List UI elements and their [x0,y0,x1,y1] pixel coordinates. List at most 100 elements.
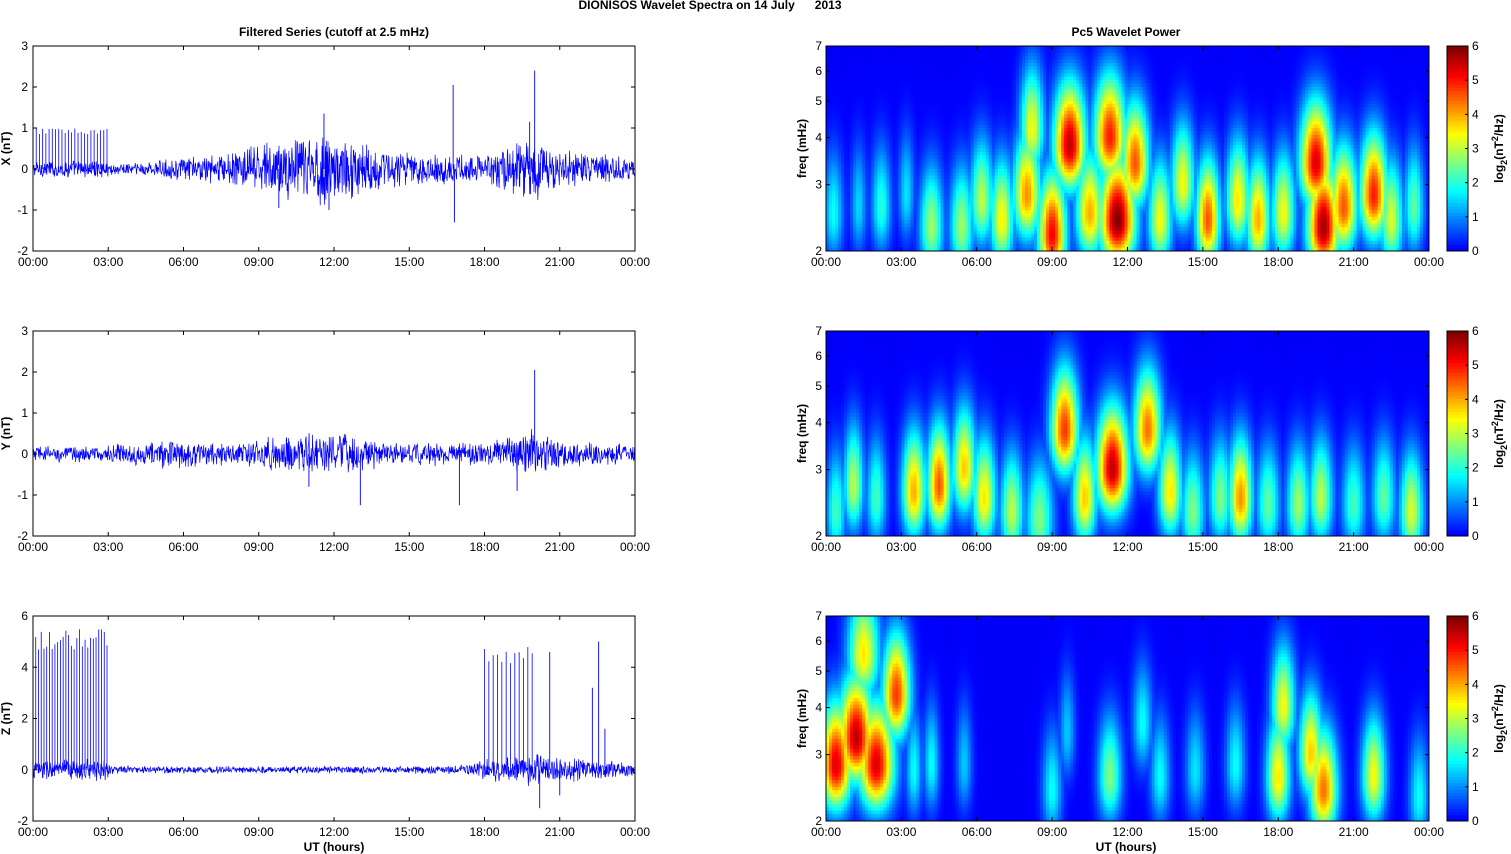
heatmap-cell [1085,111,1088,115]
heatmap-cell [844,56,847,60]
heatmap-cell [904,67,907,71]
heatmap-cell [1067,53,1070,57]
heatmap-cell [1290,90,1293,94]
heatmap-cell [1354,101,1357,105]
heatmap-cell [977,73,980,77]
heatmap-cell [1010,108,1013,112]
heatmap-cell [1134,80,1137,84]
heatmap-cell [1073,56,1076,60]
heatmap-cell [989,84,992,88]
heatmap-cell [1320,56,1323,60]
heatmap-cell [1215,70,1218,74]
heatmap-cell [1305,70,1308,74]
heatmap-cell [1103,70,1106,74]
heatmap-cell [1405,80,1408,84]
heatmap-cell [1073,97,1076,101]
heatmap-cell [1260,94,1263,98]
heatmap-cell [1227,49,1230,53]
heatmap-cell [1320,77,1323,81]
heatmap-cell [1396,80,1399,84]
heatmap-cell [880,108,883,112]
heatmap-cell [1317,67,1320,71]
heatmap-cell [1149,60,1152,64]
heatmap-cell [1227,84,1230,88]
heatmap-cell [853,67,856,71]
heatmap-cell [926,53,929,57]
x-tick-label: 09:00 [244,825,274,839]
heatmap-cell [1408,108,1411,112]
heatmap-cell [1396,60,1399,64]
left-xlabel: UT (hours) [304,840,365,854]
heatmap-cell [977,108,980,112]
heatmap-cell [1260,90,1263,94]
heatmap-cell [1082,77,1085,81]
heatmap-cell [998,67,1001,71]
heatmap-cell [1118,90,1121,94]
heatmap-cell [1161,53,1164,57]
heatmap-cell [1320,60,1323,64]
heatmap-cell [874,90,877,94]
heatmap-cell [1109,90,1112,94]
heatmap-cell [826,108,829,112]
heatmap-cell [1164,70,1167,74]
heatmap-cell [1396,101,1399,105]
heatmap-cell [1423,60,1426,64]
heatmap-cell [935,101,938,105]
heatmap-cell [1091,53,1094,57]
heatmap-cell [1339,104,1342,108]
heatmap-cell [1269,67,1272,71]
heatmap-cell [1001,63,1004,67]
heatmap-cell [1381,63,1384,67]
heatmap-cell [1040,67,1043,71]
heatmap-cell [1019,77,1022,81]
heatmap-cell [1227,60,1230,64]
heatmap-cell [1218,60,1221,64]
heatmap-cell [865,101,868,105]
heatmap-cell [1016,111,1019,115]
heatmap-cell [1028,73,1031,77]
heatmap-cell [1079,90,1082,94]
heatmap-cell [1320,94,1323,98]
heatmap-cell [1342,63,1345,67]
heatmap-cell [1290,56,1293,60]
heatmap-cell [1034,108,1037,112]
heatmap-cell [1094,70,1097,74]
heatmap-cell [1212,56,1215,60]
heatmap-cell [968,46,971,50]
heatmap-cell [892,73,895,77]
heatmap-cell [1188,90,1191,94]
heatmap-cell [1173,73,1176,77]
heatmap-cell [1393,80,1396,84]
heatmap-cell [919,108,922,112]
heatmap-cell [1109,63,1112,67]
heatmap-cell [1396,70,1399,74]
heatmap-cell [1387,67,1390,71]
heatmap-cell [1423,90,1426,94]
heatmap-cell [1106,101,1109,105]
heatmap-cell [1387,104,1390,108]
heatmap-cell [1420,97,1423,101]
heatmap-cell [1260,87,1263,91]
heatmap-cell [883,104,886,108]
heatmap-cell [1203,56,1206,60]
heatmap-cell [880,84,883,88]
heatmap-cell [850,84,853,88]
heatmap-cell [1152,90,1155,94]
heatmap-cell [1124,114,1127,118]
heatmap-cell [832,94,835,98]
heatmap-cell [847,80,850,84]
heatmap-cell [1191,97,1194,101]
heatmap-cell [1049,67,1052,71]
heatmap-cell [1118,63,1121,67]
heatmap-cell [941,87,944,91]
heatmap-cell [1227,94,1230,98]
heatmap-cell [1393,49,1396,53]
heatmap-cell [965,77,968,81]
heatmap-cell [1001,67,1004,71]
heatmap-cell [1137,67,1140,71]
heatmap-cell [1022,67,1025,71]
heatmap-cell [844,114,847,118]
heatmap-cell [1245,56,1248,60]
heatmap-cell [926,87,929,91]
heatmap-cell [944,111,947,115]
